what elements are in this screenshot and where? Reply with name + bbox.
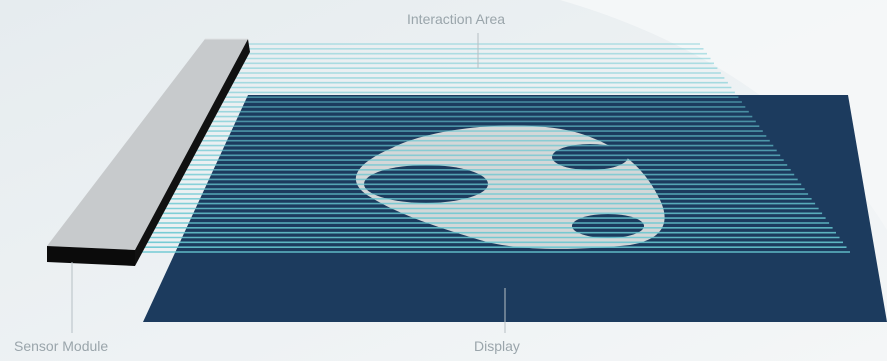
background-swoosh [560,0,887,230]
sensor-top-face [47,39,248,250]
display-label: Display [474,338,520,354]
sensor-module-label: Sensor Module [14,338,109,354]
light-beams [140,43,850,253]
sensor-front-face [47,246,135,266]
interaction-area-label: Interaction Area [407,11,506,27]
sensor-module [47,38,250,266]
sensor-side-face [135,39,250,266]
